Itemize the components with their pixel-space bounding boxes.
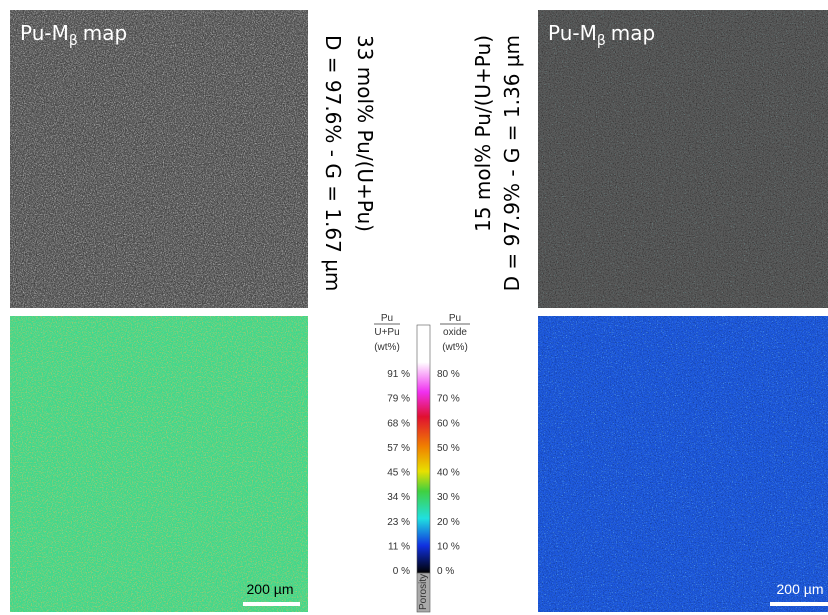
scale-bar [243,602,300,606]
header: (wt%) [442,342,468,353]
scale-bar-label: 200 µm [247,581,294,597]
sem-map-right [538,10,828,308]
porosity-label: Porosity [418,574,429,610]
header: oxide [443,327,467,338]
caption: D = 97.9% - G = 1.36 µm [500,35,524,291]
colorbar-label: 45 % [387,468,410,479]
colorbar-label: 0 % [437,566,454,577]
colorbar-label: 23 % [387,517,410,528]
colorbar: Porosity Pu U+Pu (wt%) Pu oxide (wt%) 91… [374,313,470,613]
colorbar-label: 40 % [437,468,460,479]
caption: D = 97.6% - G = 1.67 µm [321,35,345,291]
caption: 15 mol% Pu/(U+Pu) [471,35,495,232]
colorbar-label: 30 % [437,492,460,503]
colorbar-label: 68 % [387,418,410,429]
colorbar-label: 79 % [387,394,410,405]
scale-bar-label: 200 µm [777,581,824,597]
colorbar-label: 91 % [387,369,410,380]
colorbar-label: 57 % [387,443,410,454]
header: Pu [381,313,393,324]
colorbar-label: 20 % [437,517,460,528]
scale-bar [770,602,828,606]
header: Pu [449,313,461,324]
colorbar-label: 50 % [437,443,460,454]
caption: 33 mol% Pu/(U+Pu) [353,35,377,232]
panel-label: Pu-Mβ map [20,21,127,49]
header: U+Pu [374,327,399,338]
colorbar-label: 70 % [437,394,460,405]
panel-label: Pu-Mβ map [548,21,655,49]
colorbar-label: 34 % [387,492,410,503]
color-map-left [10,316,308,612]
header: (wt%) [374,342,400,353]
colorbar-label: 0 % [393,566,410,577]
color-map-right [538,316,828,612]
colorbar-label: 10 % [437,541,460,552]
colorbar-label: 60 % [437,418,460,429]
sem-map-left [10,10,308,308]
colorbar-label: 11 % [388,541,410,552]
colorbar-label: 80 % [437,369,460,380]
